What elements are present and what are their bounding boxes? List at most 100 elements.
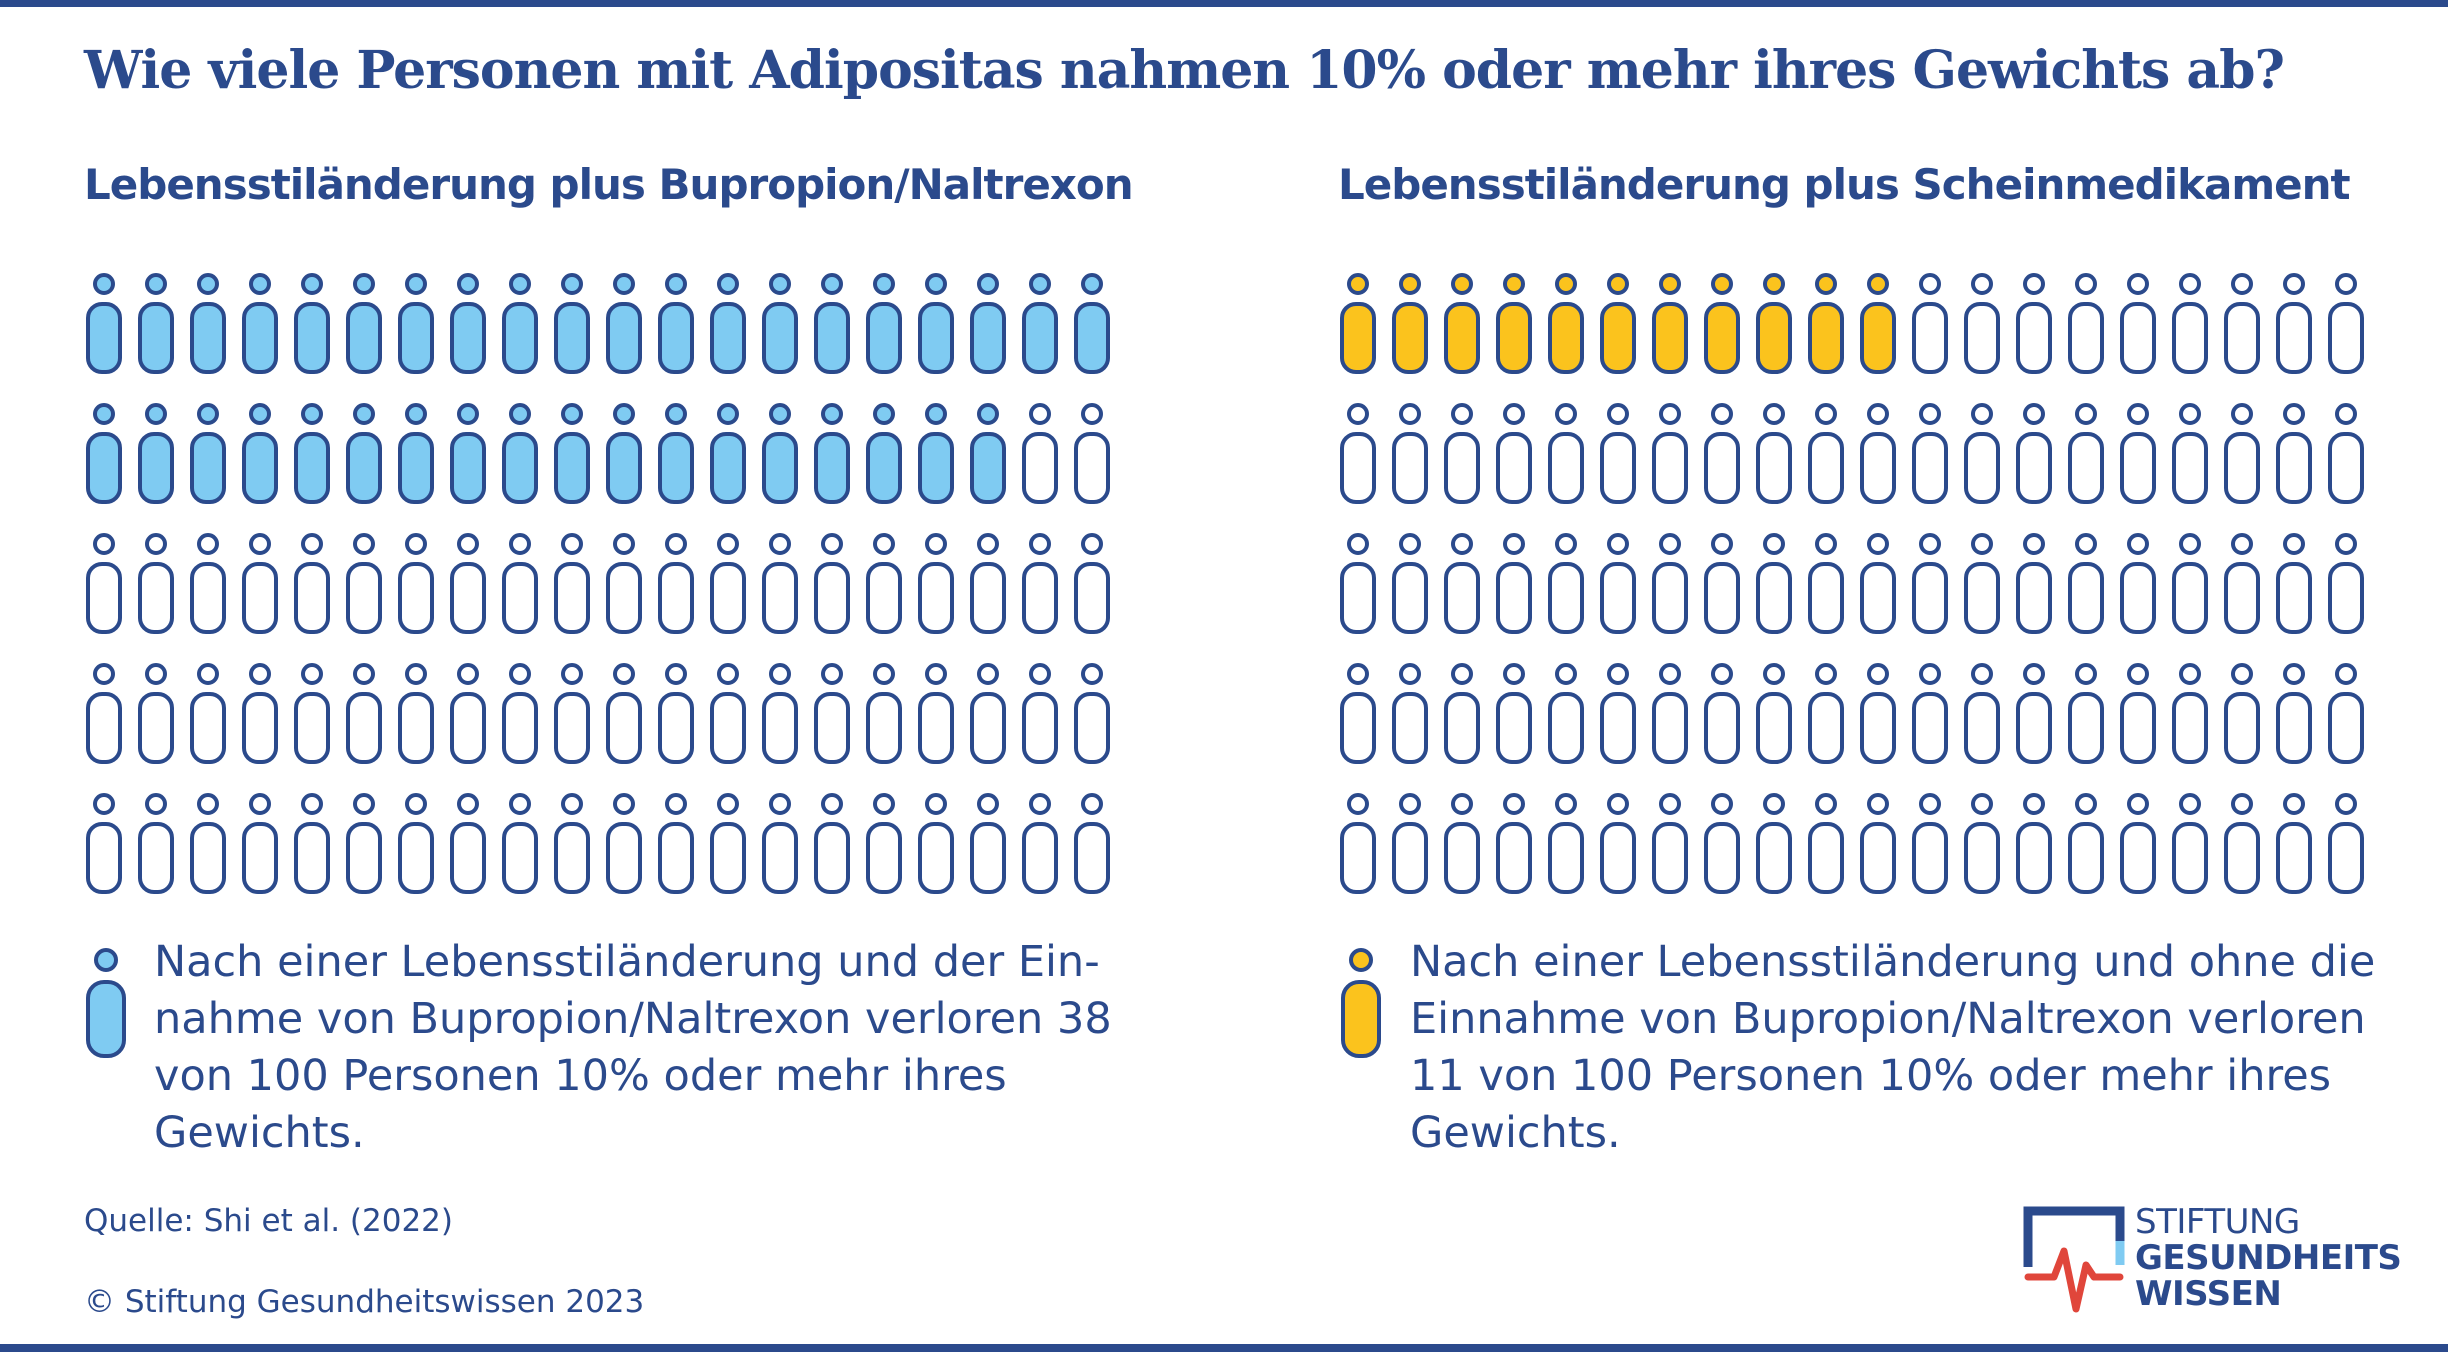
person-left-26-filled <box>346 403 382 504</box>
person-left-87-empty <box>398 793 434 894</box>
person-right-38-empty <box>2224 403 2260 504</box>
legend-person-icon-right <box>1341 948 1381 1058</box>
person-left-35-filled <box>814 403 850 504</box>
person-left-40-empty <box>1074 403 1110 504</box>
person-right-52-empty <box>1912 533 1948 634</box>
person-right-50-empty <box>1808 533 1844 634</box>
person-left-99-empty <box>1022 793 1058 894</box>
person-right-26-empty <box>1600 403 1636 504</box>
person-left-69-empty <box>502 663 538 764</box>
person-left-29-filled <box>502 403 538 504</box>
chart-title-left: Lebensstiländerung plus Bupropion/Naltre… <box>84 160 1134 209</box>
person-right-30-empty <box>1808 403 1844 504</box>
person-right-91-empty <box>1860 793 1896 894</box>
person-left-70-empty <box>554 663 590 764</box>
logo-line-1: STIFTUNG <box>2135 1202 2300 1242</box>
person-left-78-empty <box>970 663 1006 764</box>
person-right-19-empty <box>2276 273 2312 374</box>
person-right-96-empty <box>2120 793 2156 894</box>
person-left-94-empty <box>762 793 798 894</box>
person-left-44-empty <box>242 533 278 634</box>
person-right-81-empty <box>1340 793 1376 894</box>
person-left-32-filled <box>658 403 694 504</box>
person-left-73-empty <box>710 663 746 764</box>
person-right-32-empty <box>1912 403 1948 504</box>
person-left-92-empty <box>658 793 694 894</box>
person-right-47-empty <box>1652 533 1688 634</box>
person-right-44-empty <box>1496 533 1532 634</box>
person-left-24-filled <box>242 403 278 504</box>
person-right-83-empty <box>1444 793 1480 894</box>
person-right-56-empty <box>2120 533 2156 634</box>
person-left-4-filled <box>242 273 278 374</box>
person-left-77-empty <box>918 663 954 764</box>
person-left-88-empty <box>450 793 486 894</box>
person-left-11-filled <box>606 273 642 374</box>
person-right-78-empty <box>2224 663 2260 764</box>
person-right-80-empty <box>2328 663 2364 764</box>
person-right-21-empty <box>1340 403 1376 504</box>
person-right-6-filled <box>1600 273 1636 374</box>
person-left-10-filled <box>554 273 590 374</box>
person-right-36-empty <box>2120 403 2156 504</box>
person-right-79-empty <box>2276 663 2312 764</box>
person-right-90-empty <box>1808 793 1844 894</box>
person-right-20-empty <box>2328 273 2364 374</box>
person-right-95-empty <box>2068 793 2104 894</box>
person-left-18-filled <box>970 273 1006 374</box>
person-left-81-empty <box>86 793 122 894</box>
person-left-39-empty <box>1022 403 1058 504</box>
person-right-40-empty <box>2328 403 2364 504</box>
person-left-43-empty <box>190 533 226 634</box>
person-left-49-empty <box>502 533 538 634</box>
person-right-75-empty <box>2068 663 2104 764</box>
person-left-22-filled <box>138 403 174 504</box>
person-left-42-empty <box>138 533 174 634</box>
person-left-14-filled <box>762 273 798 374</box>
person-left-90-empty <box>554 793 590 894</box>
person-right-2-filled <box>1392 273 1428 374</box>
person-left-95-empty <box>814 793 850 894</box>
person-left-83-empty <box>190 793 226 894</box>
person-right-28-empty <box>1704 403 1740 504</box>
person-right-34-empty <box>2016 403 2052 504</box>
person-right-27-empty <box>1652 403 1688 504</box>
person-right-37-empty <box>2172 403 2208 504</box>
person-right-5-filled <box>1548 273 1584 374</box>
person-right-87-empty <box>1652 793 1688 894</box>
person-right-77-empty <box>2172 663 2208 764</box>
person-left-15-filled <box>814 273 850 374</box>
person-left-91-empty <box>606 793 642 894</box>
person-left-28-filled <box>450 403 486 504</box>
person-right-100-empty <box>2328 793 2364 894</box>
person-left-1-filled <box>86 273 122 374</box>
person-right-7-filled <box>1652 273 1688 374</box>
person-right-94-empty <box>2016 793 2052 894</box>
person-left-8-filled <box>450 273 486 374</box>
person-left-61-empty <box>86 663 122 764</box>
person-right-45-empty <box>1548 533 1584 634</box>
person-left-72-empty <box>658 663 694 764</box>
person-left-96-empty <box>866 793 902 894</box>
person-left-21-filled <box>86 403 122 504</box>
person-left-9-filled <box>502 273 538 374</box>
person-right-54-empty <box>2016 533 2052 634</box>
person-right-49-empty <box>1756 533 1792 634</box>
person-right-60-empty <box>2328 533 2364 634</box>
top-rule <box>0 0 2448 7</box>
copyright-note: © Stiftung Gesundheitswissen 2023 <box>84 1284 645 1320</box>
legend-person-body-left <box>86 980 126 1058</box>
person-left-27-filled <box>398 403 434 504</box>
person-left-50-empty <box>554 533 590 634</box>
person-right-18-empty <box>2224 273 2260 374</box>
person-right-66-empty <box>1600 663 1636 764</box>
person-right-55-empty <box>2068 533 2104 634</box>
logo-line-3: WISSEN <box>2135 1274 2282 1314</box>
legend-person-icon-left <box>86 948 126 1058</box>
person-left-17-filled <box>918 273 954 374</box>
person-right-99-empty <box>2276 793 2312 894</box>
person-right-72-empty <box>1912 663 1948 764</box>
legend-person-head-right <box>1349 948 1373 972</box>
person-right-48-empty <box>1704 533 1740 634</box>
bottom-rule <box>0 1344 2448 1352</box>
